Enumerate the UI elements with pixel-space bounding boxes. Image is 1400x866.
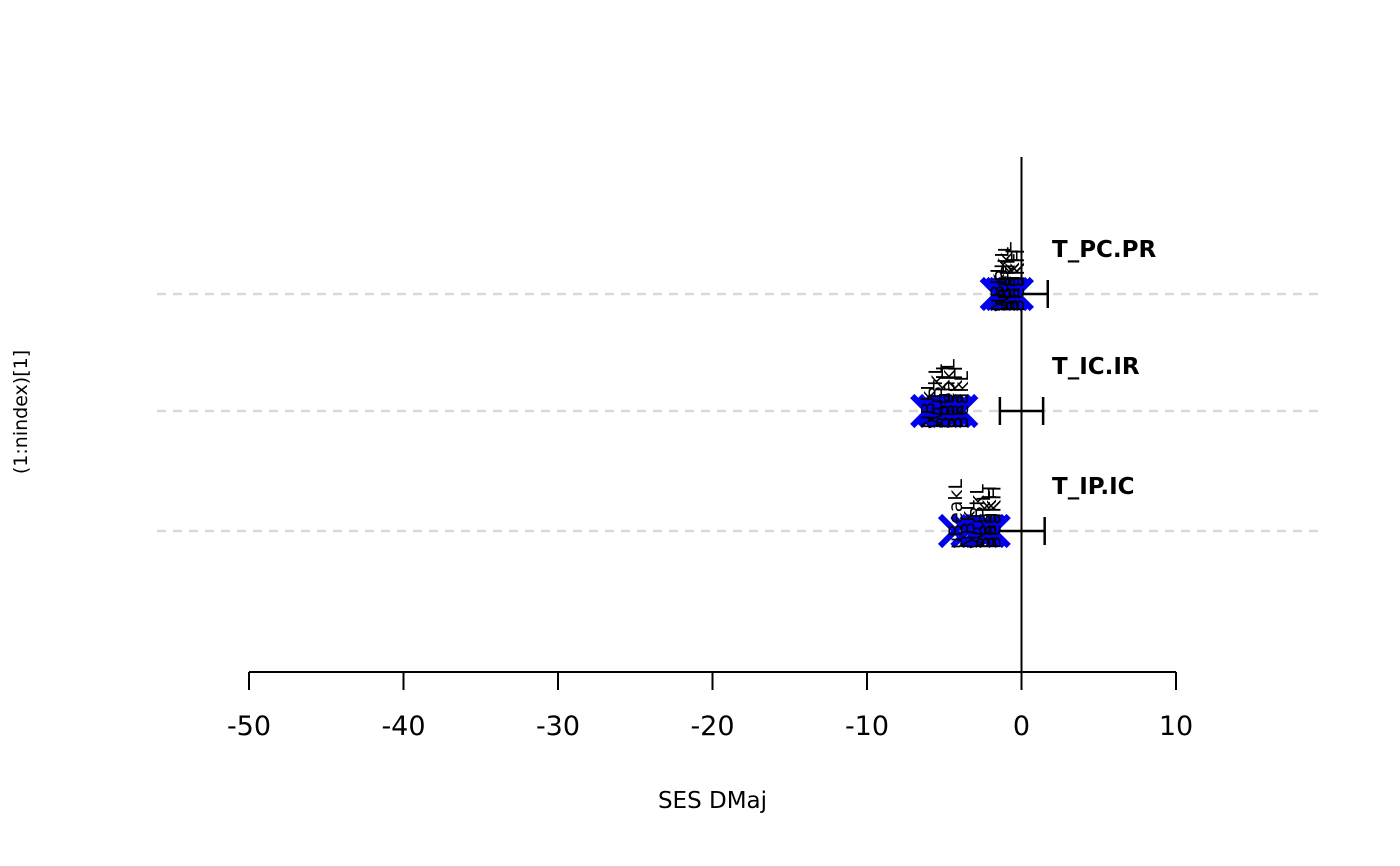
site-code-label: NBkL bbox=[957, 500, 979, 549]
site-x-marker bbox=[990, 276, 1025, 312]
site-code-label: uBeakL bbox=[995, 242, 1017, 312]
site-code-label: BogKH bbox=[933, 366, 955, 429]
x-axis-title: SES DMaj bbox=[658, 788, 767, 814]
site-code-label: BogKH bbox=[979, 486, 1001, 549]
site-x-marker bbox=[976, 513, 1011, 549]
site-x-marker bbox=[999, 276, 1034, 312]
row-label: T_IP.IC bbox=[1052, 474, 1135, 500]
site-code-label: BogKH bbox=[1002, 249, 1024, 312]
site-x-marker bbox=[965, 513, 1000, 549]
site-code-label: NBkL bbox=[917, 380, 939, 429]
gridlines-layer bbox=[157, 292, 1322, 533]
x-axis-tick-label: 10 bbox=[1159, 711, 1193, 742]
y-axis-title: (1:nindex)[1] bbox=[10, 350, 32, 474]
x-axis-tick-label: -50 bbox=[227, 711, 271, 742]
site-x-marker bbox=[971, 513, 1007, 549]
site-code-label: WuBkL bbox=[967, 484, 989, 549]
site-code-label: BeakL bbox=[998, 254, 1020, 312]
site-x-marker bbox=[995, 276, 1030, 312]
site-code-label: BeaKH bbox=[984, 486, 1006, 549]
markers-layer bbox=[910, 276, 1034, 549]
site-x-marker bbox=[930, 393, 965, 429]
site-code-label: WuBkL bbox=[991, 247, 1013, 312]
x-axis-tick-label: -20 bbox=[690, 711, 734, 742]
site-code-label: NBkL bbox=[987, 263, 1009, 312]
site-code-label: BeaKH bbox=[945, 366, 967, 429]
x-axis-tick-label: -10 bbox=[845, 711, 889, 742]
site-x-marker bbox=[944, 393, 979, 429]
site-code-label: WuBkL bbox=[925, 364, 947, 429]
site-code-label: uBeakL bbox=[937, 359, 959, 429]
site-code-label: BeakL bbox=[973, 491, 995, 549]
site-code-label: uBeakL bbox=[945, 479, 967, 549]
site-code-label: BeaKH bbox=[1007, 249, 1029, 312]
site-code-label: BeakL bbox=[951, 371, 973, 429]
row-label: T_PC.PR bbox=[1052, 237, 1157, 263]
x-axis-tick-label: 0 bbox=[1013, 711, 1030, 742]
x-axis-tick-label: -30 bbox=[536, 711, 580, 742]
axis-layer: -50 -40 -30 -20 -10 0 10 SES DMaj (1:nindex)[1] bbox=[10, 350, 1193, 814]
x-axis-tick-label: -40 bbox=[381, 711, 425, 742]
row-label: T_IC.IR bbox=[1052, 354, 1140, 380]
site-x-marker bbox=[937, 393, 973, 429]
